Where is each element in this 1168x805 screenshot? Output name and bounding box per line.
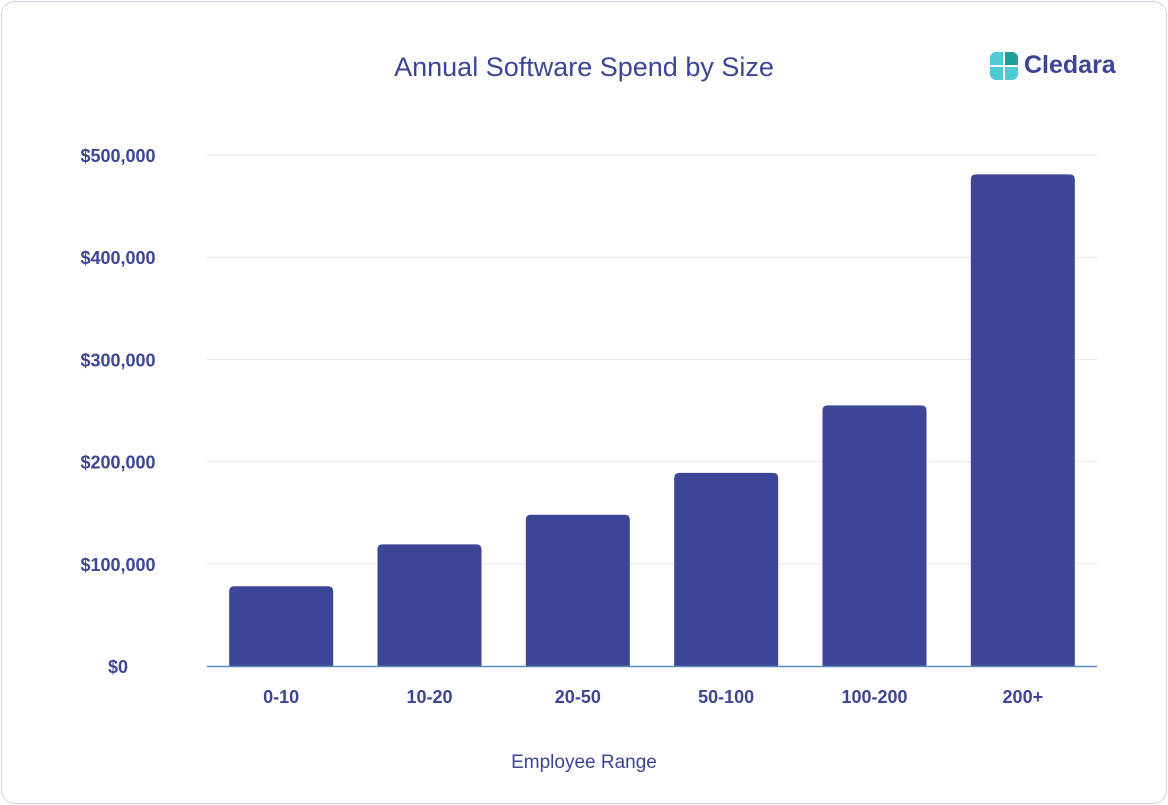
y-tick-label: $100,000 — [80, 555, 155, 575]
bar-0-10 — [229, 586, 334, 666]
brand-name: Cledara — [1024, 51, 1116, 79]
chart-title: Annual Software Spend by Size — [394, 52, 774, 82]
x-tick-label: 10-20 — [406, 687, 452, 707]
y-tick-label: $200,000 — [80, 453, 155, 473]
bar-100-200 — [822, 405, 927, 666]
brand-logo: Cledara — [990, 51, 1116, 80]
y-tick-label: $400,000 — [80, 248, 155, 268]
x-tick-label: 50-100 — [698, 687, 754, 707]
x-tick-label: 20-50 — [555, 687, 601, 707]
y-tick-label: $500,000 — [80, 146, 155, 166]
y-tick-label: $0 — [108, 657, 128, 677]
bar-20-50 — [525, 514, 630, 666]
x-tick-label: 200+ — [1003, 687, 1044, 707]
x-tick-label: 100-200 — [841, 687, 907, 707]
cledara-logo-icon — [990, 51, 1018, 80]
bar-50-100 — [674, 472, 779, 666]
x-tick-label: 0-10 — [263, 687, 299, 707]
bar-10-20 — [377, 544, 482, 666]
bar-200+ — [970, 174, 1075, 666]
y-tick-label: $300,000 — [80, 350, 155, 370]
x-axis-label: Employee Range — [511, 752, 657, 773]
